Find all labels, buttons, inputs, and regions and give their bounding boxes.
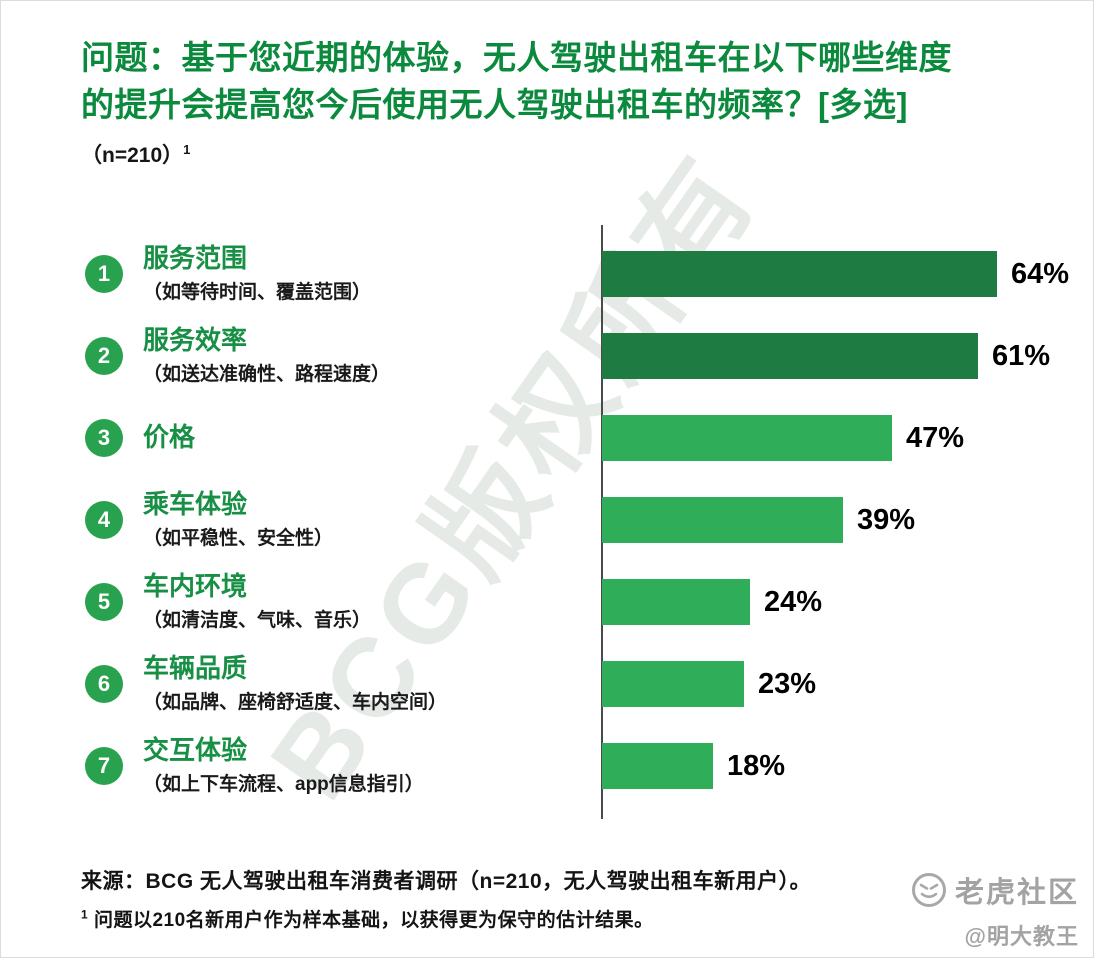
author-handle: @明大教王 <box>964 924 1079 949</box>
category-labels: 车辆品质 （如品牌、座椅舒适度、车内空间） <box>143 652 598 715</box>
bar <box>602 333 978 379</box>
chart-row: 7 交互体验 （如上下车流程、app信息指引） 18% <box>1 725 1093 807</box>
footnote-superscript: 1 <box>81 907 89 922</box>
category-labels: 服务效率 （如送达准确性、路程速度） <box>143 324 598 387</box>
chart-row: 3 价格 47% <box>1 397 1093 479</box>
source-label: 来源： <box>81 870 146 893</box>
page-title: 问题：基于您近期的体验，无人驾驶出租车在以下哪些维度 的提升会提高您今后使用无人… <box>81 35 1033 129</box>
rank-badge: 3 <box>85 419 123 457</box>
community-name: 老虎社区 <box>954 877 1079 909</box>
category-labels: 交互体验 （如上下车流程、app信息指引） <box>143 734 598 797</box>
category-sublabel: （如品牌、座椅舒适度、车内空间） <box>143 692 448 714</box>
rank-badge: 4 <box>85 501 123 539</box>
rank-badge: 6 <box>85 665 123 703</box>
community-name-row: 老虎社区 <box>911 869 1079 911</box>
page-title-line1: 问题：基于您近期的体验，无人驾驶出租车在以下哪些维度 <box>81 39 952 76</box>
category-labels: 乘车体验 （如平稳性、安全性） <box>143 488 598 551</box>
bar <box>602 415 892 461</box>
category-label: 车辆品质 <box>143 652 248 683</box>
category-label: 车内环境 <box>143 570 248 601</box>
sample-size-note: （n=210）1 <box>81 139 1033 169</box>
rank-badge: 1 <box>85 255 123 293</box>
category-sublabel: （如平稳性、安全性） <box>143 528 334 550</box>
bar-value-label: 61% <box>992 339 1051 372</box>
bar <box>602 743 713 789</box>
chart-row: 1 服务范围 （如等待时间、覆盖范围） 64% <box>1 233 1093 315</box>
footer: 来源：BCG 无人驾驶出租车消费者调研（n=210，无人驾驶出租车新用户）。 1… <box>81 865 811 932</box>
bar-value-label: 24% <box>764 585 823 618</box>
chart-rows: 1 服务范围 （如等待时间、覆盖范围） 64% 2 服务效率 （如送达准确性、路程速度） 61… <box>1 233 1093 807</box>
rank-badge: 7 <box>85 747 123 785</box>
category-sublabel: （如上下车流程、app信息指引） <box>143 774 424 796</box>
chart-row: 6 车辆品质 （如品牌、座椅舒适度、车内空间） 23% <box>1 643 1093 725</box>
bar-value-label: 23% <box>758 667 817 700</box>
community-watermark: 老虎社区 @明大教王 <box>911 869 1079 951</box>
tiger-logo-icon <box>911 872 947 908</box>
source-text: BCG 无人驾驶出租车消费者调研（n=210，无人驾驶出租车新用户）。 <box>145 870 812 893</box>
chart-row: 5 车内环境 （如清洁度、气味、音乐） 24% <box>1 561 1093 643</box>
category-sublabel: （如等待时间、覆盖范围） <box>143 282 372 304</box>
category-label: 乘车体验 <box>143 488 248 519</box>
bar <box>602 579 750 625</box>
rank-badge: 5 <box>85 583 123 621</box>
category-label: 价格 <box>143 422 196 453</box>
category-label: 服务效率 <box>143 324 248 355</box>
bar-value-label: 18% <box>727 749 786 782</box>
bar <box>602 497 843 543</box>
source-line: 来源：BCG 无人驾驶出租车消费者调研（n=210，无人驾驶出租车新用户）。 <box>81 865 811 895</box>
category-label: 交互体验 <box>143 734 248 765</box>
category-labels: 车内环境 （如清洁度、气味、音乐） <box>143 570 598 633</box>
footnote-text: 问题以210名新用户作为样本基础，以获得更为保守的估计结果。 <box>93 910 654 931</box>
category-labels: 价格 <box>143 422 598 453</box>
category-sublabel: （如清洁度、气味、音乐） <box>143 610 372 632</box>
bar-value-label: 47% <box>906 421 965 454</box>
footnote-line: 1 问题以210名新用户作为样本基础，以获得更为保守的估计结果。 <box>81 905 811 932</box>
chart-row: 2 服务效率 （如送达准确性、路程速度） 61% <box>1 315 1093 397</box>
sample-size-superscript: 1 <box>183 141 191 157</box>
bar-value-label: 64% <box>1011 257 1070 290</box>
bar <box>602 661 744 707</box>
bar <box>602 251 997 297</box>
page-title-line2: 的提升会提高您今后使用无人驾驶出租车的频率？[多选] <box>81 85 908 123</box>
chart-row: 4 乘车体验 （如平稳性、安全性） 39% <box>1 479 1093 561</box>
category-sublabel: （如送达准确性、路程速度） <box>143 364 391 386</box>
sample-size-text: （n=210） <box>81 143 184 167</box>
bar-value-label: 39% <box>857 503 916 536</box>
category-label: 服务范围 <box>143 242 248 273</box>
bar-chart: 1 服务范围 （如等待时间、覆盖范围） 64% 2 服务效率 （如送达准确性、路程速度） 61… <box>1 225 1093 819</box>
chart-header: 问题：基于您近期的体验，无人驾驶出租车在以下哪些维度 的提升会提高您今后使用无人… <box>1 1 1093 169</box>
rank-badge: 2 <box>85 337 123 375</box>
category-labels: 服务范围 （如等待时间、覆盖范围） <box>143 242 598 305</box>
